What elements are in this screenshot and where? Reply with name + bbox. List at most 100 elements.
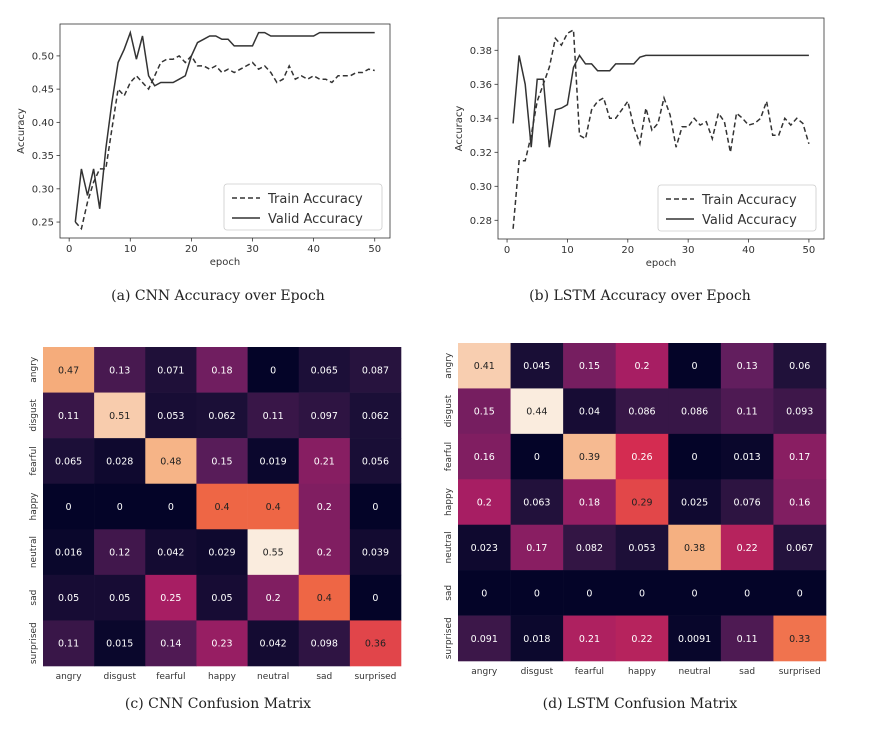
- x-tick-label: 40: [307, 244, 320, 255]
- heatmap-cell: [196, 620, 248, 667]
- legend: Train Accuracy Valid Accuracy: [657, 184, 817, 232]
- caption-cnn-confusion: (c) CNN Confusion Matrix: [124, 696, 312, 712]
- heatmap-cell: [145, 620, 197, 667]
- cell-value-label: 0.2: [477, 498, 492, 509]
- y-tick-label: 0.32: [470, 148, 492, 159]
- heatmap-cell: [298, 574, 351, 621]
- y-tick-label: 0.36: [470, 80, 492, 91]
- heatmap-cell: [43, 438, 95, 485]
- heatmap-cell: [94, 574, 146, 621]
- x-tick-label: 30: [682, 245, 695, 256]
- heatmap-cell: [563, 479, 617, 526]
- row-label: sad: [444, 585, 454, 601]
- cell-value-label: 0.21: [314, 456, 335, 467]
- cell-value-label: 0.071: [157, 365, 184, 376]
- heatmap-cell: [458, 388, 511, 435]
- cell-value-label: 0.062: [208, 411, 235, 422]
- cell-value-label: 0.11: [263, 411, 284, 422]
- heatmap-cell: [298, 529, 351, 576]
- caption-cnn-accuracy: (a) CNN Accuracy over Epoch: [111, 288, 325, 304]
- cell-value-label: 0.15: [474, 407, 495, 418]
- cell-value-label: 0.063: [523, 498, 550, 509]
- heatmap-cell: [247, 620, 300, 667]
- cell-value-label: 0: [66, 502, 72, 513]
- cell-value-label: 0: [117, 502, 123, 513]
- heatmap-cell: [458, 433, 511, 480]
- heatmap-cell: [615, 524, 669, 571]
- cell-value-label: 0.23: [211, 639, 232, 650]
- heatmap-cell: [773, 570, 827, 616]
- cell-value-label: 0.39: [579, 452, 600, 463]
- cell-value-label: 0.55: [263, 548, 284, 559]
- cell-value-label: 0.2: [317, 548, 332, 559]
- heatmap-cell: [458, 343, 511, 389]
- heatmap-cell: [773, 479, 827, 526]
- cell-value-label: 0.0091: [678, 634, 711, 645]
- heatmap-cell: [94, 483, 146, 530]
- heatmap-cell: [349, 438, 402, 485]
- heatmap-cell: [563, 343, 617, 389]
- x-tick-label: 0: [504, 245, 510, 256]
- cell-value-label: 0.067: [786, 543, 813, 554]
- heatmap-cell: [773, 343, 827, 389]
- cell-value-label: 0.06: [789, 361, 810, 372]
- cell-value-label: 0.015: [106, 639, 133, 650]
- cell-value-label: 0.082: [576, 543, 603, 554]
- heatmap-cell: [349, 529, 402, 576]
- column-label: sad: [316, 672, 332, 682]
- cell-value-label: 0.13: [737, 361, 758, 372]
- cell-value-label: 0.05: [58, 593, 79, 604]
- heatmap-cell: [43, 392, 95, 439]
- heatmap-cell: [458, 615, 511, 662]
- cell-value-label: 0.15: [579, 361, 600, 372]
- cnn-confusion-matrix: 0.47 0.13 0.071 0.18 0 0.065 0.087 0.11 0.51 0.05…: [29, 347, 402, 682]
- cell-value-label: 0.025: [681, 498, 708, 509]
- cell-value-label: 0: [372, 502, 378, 513]
- caption-lstm-confusion: (d) LSTM Confusion Matrix: [542, 696, 738, 712]
- cell-value-label: 0.47: [58, 365, 79, 376]
- cell-value-label: 0.056: [362, 456, 389, 467]
- heatmap-cell: [510, 388, 564, 435]
- x-tick-label: 10: [561, 245, 574, 256]
- lstm-accuracy-chart: 0 10 20 30 40 50 0.28 0.30 0.32 0.34 0.36 0.38 epoch…: [454, 17, 825, 269]
- heatmap-cell: [247, 529, 300, 576]
- cell-value-label: 0.4: [266, 502, 281, 513]
- y-tick-label: 0.38: [470, 46, 492, 57]
- heatmap-cell: [196, 529, 248, 576]
- x-tick-label: 50: [803, 245, 816, 256]
- row-label: surprised: [29, 622, 39, 664]
- heatmap-cell: [298, 438, 351, 485]
- cell-value-label: 0.29: [631, 498, 652, 509]
- cell-value-label: 0.018: [523, 634, 550, 645]
- column-label: angry: [56, 672, 83, 682]
- y-axis-label: Accuracy: [454, 106, 465, 152]
- cell-value-label: 0.016: [55, 548, 82, 559]
- heatmap-cell: [94, 438, 146, 485]
- row-label: sad: [29, 590, 39, 606]
- heatmap-cell: [298, 620, 351, 667]
- cell-value-label: 0: [639, 588, 645, 599]
- heatmap-cell: [94, 529, 146, 576]
- cell-value-label: 0.087: [362, 365, 389, 376]
- cell-value-label: 0.019: [260, 456, 287, 467]
- heatmap-cell: [510, 433, 564, 480]
- cell-value-label: 0.41: [474, 361, 495, 372]
- heatmap-cell: [458, 570, 511, 616]
- cell-value-label: 0.053: [628, 543, 655, 554]
- row-label: disgust: [444, 394, 454, 427]
- legend-label: Valid Accuracy: [702, 213, 797, 228]
- cell-value-label: 0: [692, 452, 698, 463]
- column-label: happy: [628, 667, 657, 677]
- heatmap-cell: [510, 343, 564, 389]
- heatmap-cell: [720, 388, 774, 435]
- heatmap-cell: [773, 388, 827, 435]
- cell-value-label: 0.093: [786, 407, 813, 418]
- valid-accuracy-line: [512, 53, 809, 148]
- legend: Train Accuracy Valid Accuracy: [223, 183, 383, 231]
- cell-value-label: 0.05: [109, 593, 130, 604]
- column-label: disgust: [103, 672, 136, 682]
- cell-value-label: 0.33: [789, 634, 810, 645]
- heatmap-cell: [349, 483, 402, 530]
- cell-value-label: 0.097: [311, 411, 338, 422]
- legend-box: [657, 184, 817, 232]
